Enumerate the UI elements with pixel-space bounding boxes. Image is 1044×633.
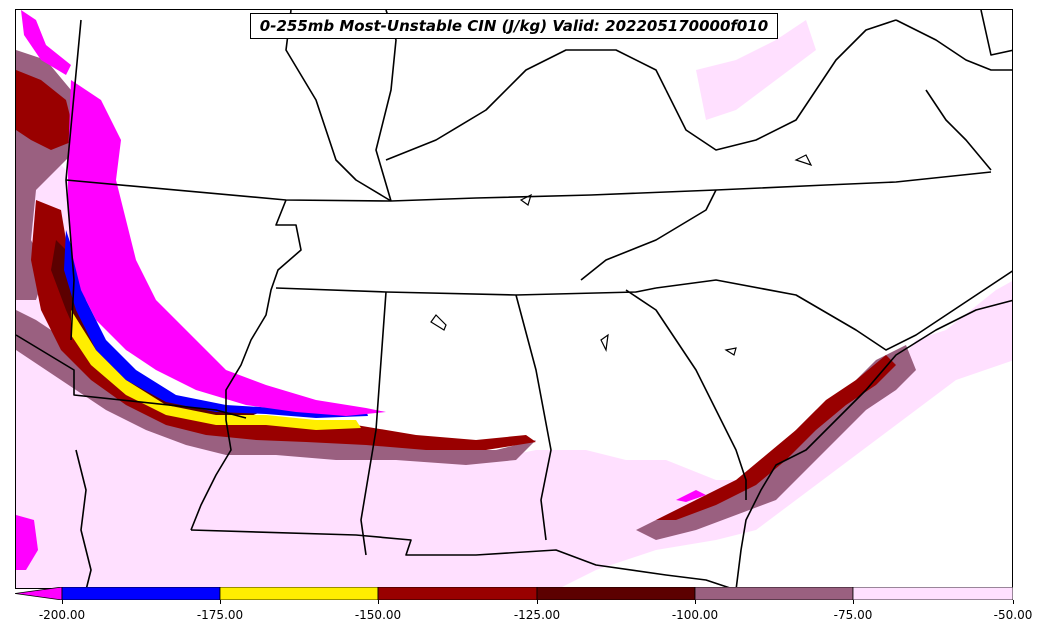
lakes: [430, 154, 813, 356]
cin-darkred-patch-west: [16, 70, 76, 150]
cin-yellow-band: [71, 310, 361, 430]
boundary-line: [65, 171, 992, 202]
lake-outline: [600, 333, 609, 353]
boundary-line: [275, 287, 657, 296]
lake-outline: [430, 314, 447, 331]
boundary-line: [735, 299, 1012, 588]
colorbar-extend-triangle: [15, 587, 63, 600]
cin-magenta-top: [21, 10, 71, 75]
colorbar-tick-mark: [377, 600, 379, 604]
boundary-line: [65, 19, 82, 341]
boundary-line: [385, 49, 667, 161]
boundary-line: [655, 270, 1012, 351]
colorbar-bin: [852, 587, 1013, 600]
colorbar-tick-label: -150.00: [354, 608, 402, 622]
cin-darkred-band-coast: [656, 355, 896, 520]
colorbar-tick-label: -175.00: [196, 608, 244, 622]
colorbar: [15, 587, 1013, 600]
state-boundaries: [16, 10, 1012, 588]
colorbar-tick-mark: [694, 600, 696, 604]
boundary-line: [980, 10, 1012, 56]
colorbar-bin: [694, 587, 854, 600]
colorbar-bin: [61, 587, 221, 600]
cin-magenta-bottom-left: [16, 515, 38, 570]
boundary-line: [190, 529, 733, 588]
colorbar-tick-label: -200.00: [38, 608, 86, 622]
boundary-line: [515, 294, 552, 541]
boundary-line: [925, 89, 992, 171]
cin-mauve-band: [16, 310, 536, 465]
colorbar-tick-mark: [536, 600, 538, 604]
lake-outline: [794, 154, 813, 167]
lake-outline: [724, 347, 737, 356]
boundary-line: [360, 291, 387, 556]
cin-pink-region-northeast: [696, 20, 816, 120]
cin-shading: [16, 10, 1012, 588]
colorbar-tick-label: -125.00: [513, 608, 561, 622]
colorbar-tick-mark: [852, 600, 854, 604]
cin-magenta-coast: [676, 490, 706, 502]
colorbar-tick-label: -75.00: [833, 608, 873, 622]
boundary-line: [895, 19, 1012, 71]
colorbar-tick-mark: [219, 600, 221, 604]
boundary-line: [285, 10, 392, 202]
colorbar-tick-mark: [61, 600, 63, 604]
lake-outline: [519, 193, 532, 206]
colorbar-tick-label: -100.00: [671, 608, 719, 622]
cin-map: [16, 10, 1012, 588]
colorbar-bin: [377, 587, 538, 600]
colorbar-bin: [219, 587, 379, 600]
map-panel: [15, 9, 1013, 589]
boundary-line: [665, 19, 897, 151]
colorbar-tick-mark: [1012, 600, 1014, 604]
cin-magenta-core: [68, 80, 386, 416]
map-title: 0-255mb Most-Unstable CIN (J/kg) Valid: …: [250, 13, 778, 39]
colorbar-bin: [536, 587, 696, 600]
boundary-line: [625, 289, 747, 500]
boundary-line: [75, 449, 92, 588]
boundary-line: [190, 199, 302, 531]
boundary-line: [580, 189, 717, 281]
colorbar-tick-label: -50.00: [993, 608, 1033, 622]
